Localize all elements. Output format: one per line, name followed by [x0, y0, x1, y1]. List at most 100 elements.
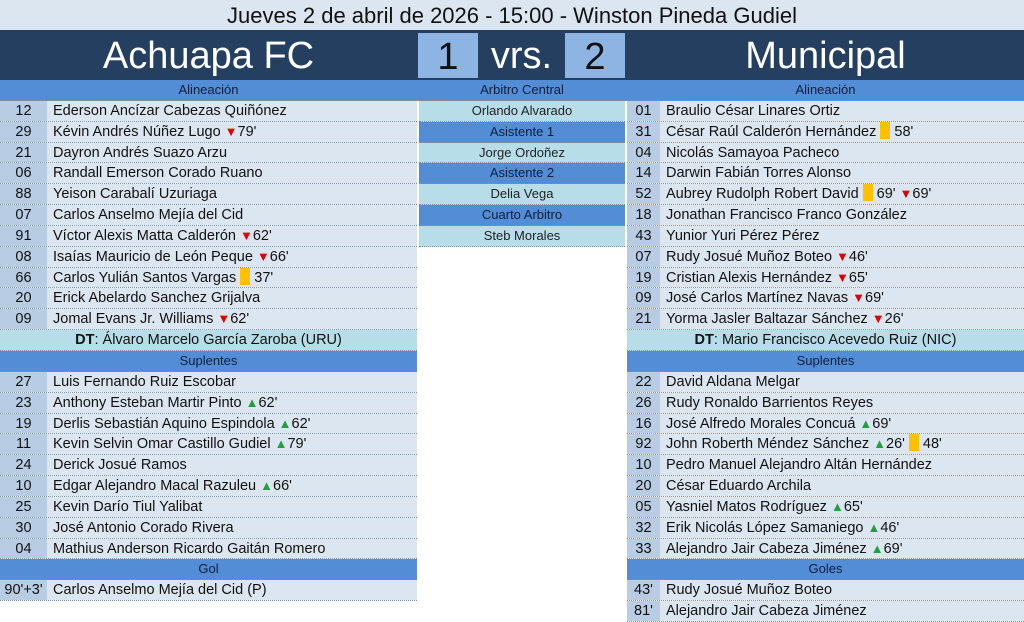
player-number: 21: [627, 309, 660, 330]
player-name-cell: Randall Emerson Corado Ruano: [47, 163, 417, 184]
player-number: 19: [627, 267, 660, 288]
substitution-in-icon: ▲: [245, 394, 259, 410]
player-name: César Raúl Calderón Hernández: [666, 123, 877, 140]
player-name-cell: Erick Abelardo Sanchez Grijalva: [47, 288, 417, 309]
player-name-cell: Jomal Evans Jr. Williams ▼62': [47, 309, 417, 330]
coach-colon: :: [713, 332, 722, 349]
player-name-cell: Luis Fernando Ruiz Escobar: [47, 371, 417, 392]
player-name-cell: Alejandro Jair Cabeza Jiménez ▲69': [660, 538, 1024, 559]
substitute-row: 19 Derlis Sebastián Aquino Espindola ▲62': [0, 413, 417, 435]
player-name: José Carlos Martínez Navas: [666, 290, 849, 307]
lineup-row: 04 Nicolás Samayoa Pacheco: [627, 142, 1024, 164]
lineup-row: 07 Carlos Anselmo Mejía del Cid: [0, 205, 417, 226]
player-number: 81': [627, 601, 660, 621]
official-name: Delia Vega: [419, 184, 625, 206]
player-name-cell: José Alfredo Morales Concuá ▲69': [660, 413, 1024, 434]
versus-label: vrs.: [490, 35, 553, 77]
event-minute: 62': [291, 415, 311, 432]
player-name-cell: Yorma Jasler Baltazar Sánchez ▼26': [660, 309, 1024, 330]
official-name: Orlando Alvarado: [419, 100, 625, 122]
player-name: Rudy Ronaldo Barrientos Reyes: [666, 394, 874, 411]
player-name-cell: Pedro Manuel Alejandro Altán Hernández: [660, 455, 1024, 476]
lineup-row: 19 Cristian Alexis Hernández ▼65': [627, 267, 1024, 289]
lineup-row: 01 Braulio César Linares Ortiz: [627, 100, 1024, 122]
substitution-in-icon: ▲: [867, 519, 881, 535]
player-name: Jonathan Francisco Franco González: [666, 207, 907, 224]
player-number: 16: [627, 413, 660, 434]
player-name-cell: David Aldana Melgar: [660, 371, 1024, 392]
coach-name: Álvaro Marcelo García Zaroba (URU): [102, 332, 342, 349]
lineup-row: 21 Yorma Jasler Baltazar Sánchez ▼26': [627, 309, 1024, 331]
player-number: 20: [627, 476, 660, 496]
lineup-row: 06 Randall Emerson Corado Ruano: [0, 163, 417, 185]
coach-label: DT: [75, 332, 95, 349]
player-name: Alejandro Jair Cabeza Jiménez: [666, 540, 867, 557]
away-team-column: Alineación 01 Braulio César Linares Ortiz 3…: [627, 80, 1024, 622]
substitute-row: 20 César Eduardo Archila: [627, 476, 1024, 497]
player-name: Kevin Selvin Omar Castillo Gudiel: [53, 436, 271, 453]
player-name-cell: César Eduardo Archila: [660, 476, 1024, 496]
player-number: 14: [627, 163, 660, 184]
goal-row: 81' Alejandro Jair Cabeza Jiménez: [627, 601, 1024, 622]
event-minute: 65': [843, 498, 863, 515]
player-name: Aubrey Rudolph Robert David: [666, 186, 859, 203]
player-name-cell: Kévin Andrés Núñez Lugo ▼79': [47, 121, 417, 142]
player-number: 25: [0, 496, 47, 517]
player-name-cell: Carlos Anselmo Mejía del Cid (P): [47, 580, 417, 601]
player-name-cell: Yeison Carabalí Uzuriaga: [47, 184, 417, 205]
substitution-in-icon: ▲: [859, 415, 873, 431]
player-number: 66: [0, 267, 47, 288]
event-minute: 62': [258, 394, 278, 411]
official-role: Cuarto Arbitro: [419, 205, 625, 226]
yellow-card-icon: [880, 121, 891, 139]
player-number: 30: [0, 517, 47, 538]
official-role: Asistente 2: [419, 163, 625, 185]
substitution-in-icon: ▲: [830, 498, 844, 514]
lineup-row: 88 Yeison Carabalí Uzuriaga: [0, 184, 417, 206]
event-minute: 26': [886, 436, 905, 453]
goals-header: Goles: [627, 559, 1024, 581]
player-name-cell: Rudy Josué Muñoz Boteo: [660, 580, 1024, 601]
player-name: Jomal Evans Jr. Williams: [53, 311, 214, 328]
player-number: 43': [627, 580, 660, 601]
player-name-cell: Darwin Fabián Torres Alonso: [660, 163, 1024, 184]
player-name-cell: Derlis Sebastián Aquino Espindola ▲62': [47, 413, 417, 434]
substitution-out-icon: ▼: [871, 311, 885, 327]
player-number: 88: [0, 184, 47, 205]
player-name: Carlos Yulián Santos Vargas: [53, 269, 237, 286]
substitution-in-icon: ▲: [278, 415, 292, 431]
lineup-row: 66 Carlos Yulián Santos Vargas 37': [0, 267, 417, 289]
lineup-row: 12 Ederson Ancízar Cabezas Quiñónez: [0, 100, 417, 122]
lineup-row: 20 Erick Abelardo Sanchez Grijalva: [0, 288, 417, 310]
official-role: Asistente 1: [419, 121, 625, 143]
event-minute: 26': [884, 311, 904, 328]
player-number: 24: [0, 455, 47, 476]
event-minute: 37': [254, 269, 274, 286]
substitution-in-icon: ▲: [260, 478, 273, 494]
player-number: 21: [0, 142, 47, 163]
player-name-cell: Derick Josué Ramos: [47, 455, 417, 476]
player-number: 23: [0, 392, 47, 413]
event-minute: 79': [287, 436, 307, 453]
player-number: 33: [627, 538, 660, 559]
substitution-in-icon: ▲: [274, 436, 288, 452]
event-minute: 69': [876, 186, 896, 203]
event-minute: 46': [848, 248, 868, 265]
player-name-cell: Braulio César Linares Ortiz: [660, 100, 1024, 121]
player-name-cell: Mathius Anderson Ricardo Gaitán Romero: [47, 538, 417, 559]
player-number: 27: [0, 371, 47, 392]
player-number: 12: [0, 100, 47, 121]
player-name: Luis Fernando Ruiz Escobar: [53, 373, 236, 390]
player-name-cell: Jonathan Francisco Franco González: [660, 205, 1024, 225]
player-name: Pedro Manuel Alejandro Altán Hernández: [666, 457, 933, 474]
player-name-cell: Isaías Mauricio de León Peque ▼66': [47, 246, 417, 267]
event-minute: 62': [230, 311, 250, 328]
substitute-row: 33 Alejandro Jair Cabeza Jiménez ▲69': [627, 538, 1024, 560]
player-name: Yorma Jasler Baltazar Sánchez: [666, 311, 868, 328]
player-name: Anthony Esteban Martir Pinto: [53, 394, 242, 411]
player-name-cell: Edgar Alejandro Macal Razuleu ▲66': [47, 476, 417, 496]
player-name: Kévin Andrés Núñez Lugo: [53, 123, 221, 140]
player-number: 31: [627, 121, 660, 142]
home-team-name: Achuapa FC: [102, 35, 315, 77]
official-name: Jorge Ordoñez: [419, 142, 625, 164]
